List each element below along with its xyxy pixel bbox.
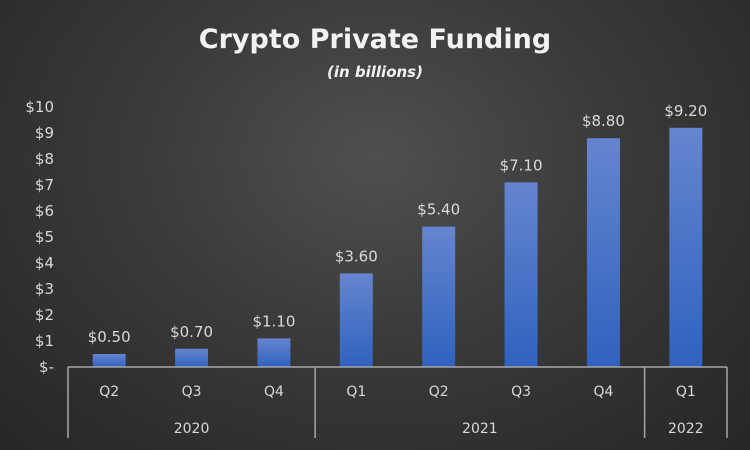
x-tick-label: Q2 [429, 384, 449, 400]
bar [257, 338, 291, 367]
y-tick-label: $1 [35, 332, 54, 350]
bar [586, 138, 620, 367]
x-group-label: 2021 [462, 421, 498, 437]
bar [339, 273, 373, 367]
x-tick-label: Q2 [99, 384, 119, 400]
bar [422, 226, 456, 367]
data-label: $3.60 [335, 247, 378, 265]
data-label: $5.40 [417, 201, 460, 219]
x-group-label: 2020 [174, 421, 210, 437]
y-tick-label: $5 [35, 228, 54, 246]
data-label: $0.50 [88, 328, 131, 346]
x-tick-label: Q1 [676, 384, 696, 400]
y-tick-label: $9 [35, 124, 54, 142]
y-tick-label: $- [39, 358, 54, 376]
y-tick-label: $10 [25, 98, 54, 116]
data-label: $1.10 [252, 312, 295, 330]
chart-title: Crypto Private Funding [199, 24, 551, 55]
x-axis: Q2 Q3 Q4 Q1 Q2 Q3 Q4 Q1 2020 2021 2022 [67, 366, 728, 438]
bar [92, 354, 126, 367]
bar [504, 182, 538, 367]
data-label: $9.20 [664, 102, 707, 120]
x-tick-label: Q4 [593, 384, 613, 400]
y-tick-label: $2 [35, 306, 54, 324]
y-tick-label: $3 [35, 280, 54, 298]
data-label: $7.10 [500, 156, 543, 174]
x-tick-label: Q3 [511, 384, 531, 400]
x-tick-label: Q4 [264, 384, 284, 400]
y-tick-label: $7 [35, 176, 54, 194]
data-label: $8.80 [582, 112, 625, 130]
x-group-label: 2022 [668, 421, 704, 437]
x-tick-label: Q1 [346, 384, 366, 400]
y-tick-label: $8 [35, 150, 54, 168]
y-tick-label: $4 [35, 254, 54, 272]
y-axis: $- $1 $2 $3 $4 $5 $6 $7 $8 $9 $10 [25, 98, 54, 376]
bars: $0.50 $0.70 $1.10 $3.60 $5.40 $7.10 $8.80 $9.20 [88, 102, 707, 367]
chart-subtitle: (in billions) [327, 63, 423, 81]
y-tick-label: $6 [35, 202, 54, 220]
x-tick-label: Q3 [182, 384, 202, 400]
bar [669, 127, 703, 367]
bar [175, 348, 209, 367]
data-label: $0.70 [170, 323, 213, 341]
